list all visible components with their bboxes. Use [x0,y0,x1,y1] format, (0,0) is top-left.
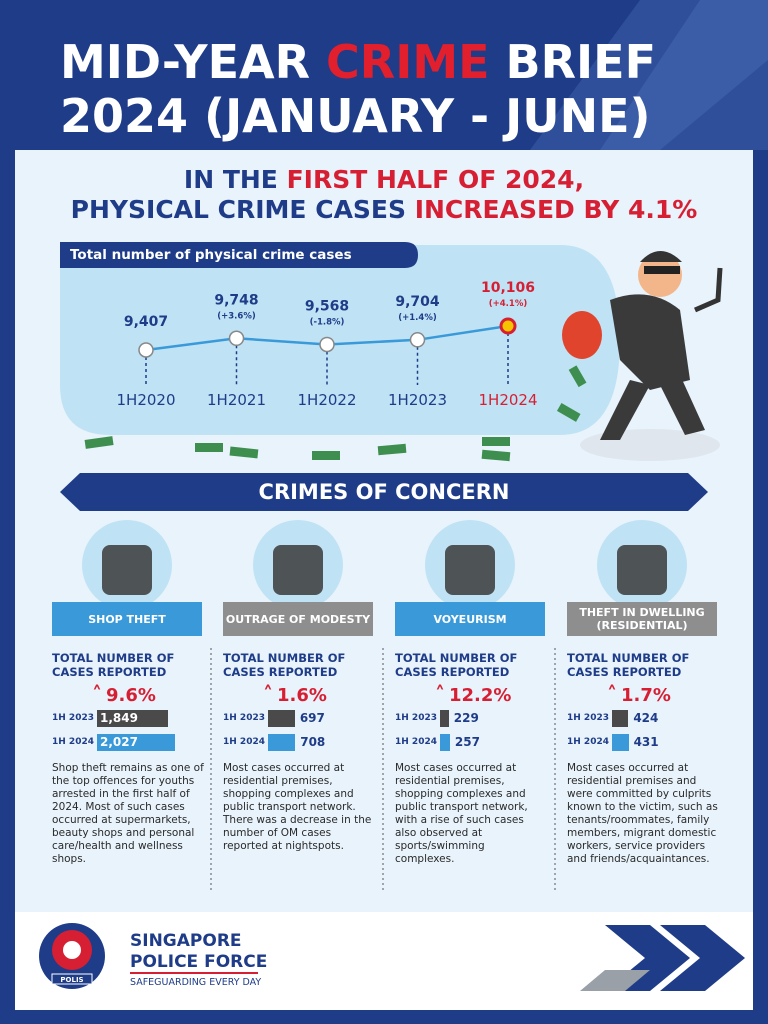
x-tick-label: 1H2020 [117,391,176,409]
increase-icon: ˄ [263,682,273,706]
change-label: (+3.6%) [217,311,256,321]
police-logo: POLIS [39,923,105,989]
crime-illustration [445,545,495,595]
thief-illustration [562,251,723,461]
title-part: MID-YEAR [60,35,326,89]
metric-label: TOTAL NUMBER OF CASES REPORTED [567,651,690,679]
bar-value: 229 [453,711,479,725]
headline-part: FIRST HALF OF 2024, [287,165,585,194]
tagline: SAFEGUARDING EVERY DAY [130,977,261,988]
section-banner [60,473,708,511]
x-tick-label: 1H2021 [207,391,266,409]
period-label: 1H 2024 [223,737,265,747]
headline-part: IN THE [184,165,287,194]
metric-label: TOTAL NUMBER OF CASES REPORTED [223,651,346,679]
data-point [499,317,517,335]
value-label: 9,407 [124,314,168,330]
crime-label: OUTRAGE OF MODESTY [223,602,373,636]
metric-label: TOTAL NUMBER OF CASES REPORTED [395,651,518,679]
bar-value: 2,027 [100,735,138,749]
bar [612,734,629,751]
bar [612,710,629,727]
crime-illustration [102,545,152,595]
chart-background [60,245,620,435]
bar [97,734,175,751]
crime-label: SHOP THEFT [52,602,202,636]
section-title: CRIMES OF CONCERN [259,480,510,504]
title-line1: MID-YEAR CRIME BRIEF [60,35,656,89]
crime-label: THEFT IN DWELLING (RESIDENTIAL) [567,602,717,636]
value-label: 9,568 [305,298,349,314]
description: Most cases occurred at residential premi… [223,762,372,852]
change: ˄ 1.6% [263,682,327,706]
bar [97,710,169,727]
chart-title: Total number of physical crime cases [70,247,352,263]
bar-value: 1,849 [100,711,138,725]
period-label: 1H 2023 [223,713,265,723]
data-point [228,330,245,347]
bar [440,710,449,727]
change: ˄ 9.6% [92,682,156,706]
period-label: 1H 2023 [52,713,94,723]
header-stripe [600,0,768,150]
headline-line1: IN THE FIRST HALF OF 2024, [184,165,584,194]
x-tick-label: 1H2023 [388,391,447,409]
crime-label: VOYEURISM [395,602,545,636]
change-value: 12.2% [449,685,512,706]
bar-value: 424 [633,711,659,725]
headline-part: INCREASED BY 4.1% [415,195,698,224]
bar [440,734,450,751]
change-value: 1.7% [621,685,671,706]
description: Most cases occurred at residential premi… [395,762,528,865]
data-point [319,336,335,353]
metric-label: TOTAL NUMBER OF CASES REPORTED [52,651,175,679]
x-tick-label: 1H2024 [479,391,538,409]
crime-illustration [617,545,667,595]
increase-icon: ˄ [607,682,617,706]
increase-icon: ˄ [92,682,102,706]
period-label: 1H 2024 [567,737,609,747]
money-decoration [84,365,587,462]
title-line2: 2024 (JANUARY - JUNE) [60,89,651,143]
value-label: 9,748 [214,292,258,308]
period-label: 1H 2023 [395,713,437,723]
change-label: (+4.1%) [489,299,528,309]
period-label: 1H 2024 [52,737,94,747]
increase-icon: ˄ [435,682,445,706]
change-label: (-1.8%) [310,317,345,327]
org-name: POLICE FORCE [130,952,267,972]
bar-value: 697 [299,711,325,725]
change-label: (+1.4%) [398,313,437,323]
bar [268,710,295,727]
title-part: BRIEF [490,35,656,89]
x-tick-label: 1H2022 [298,391,357,409]
period-label: 1H 2024 [395,737,437,747]
value-label: 9,704 [395,294,440,310]
change-value: 9.6% [106,685,156,706]
change: ˄ 12.2% [435,682,511,706]
bar [268,734,296,751]
org-name: SINGAPORE [130,931,242,951]
value-label: 10,106 [481,280,535,296]
description: Shop theft remains as one of the top off… [52,762,204,865]
data-point [138,342,154,358]
chart-title-tab [60,242,418,268]
title-part: CRIME [326,35,490,89]
headline-line2: PHYSICAL CRIME CASES INCREASED BY 4.1% [71,195,698,224]
bar-value: 708 [300,735,326,749]
badge-text: POLIS [60,976,83,984]
period-label: 1H 2023 [567,713,609,723]
data-point [409,332,426,348]
change: ˄ 1.7% [607,682,671,706]
bar-value: 431 [633,735,659,749]
description: Most cases occurred at residential premi… [567,762,718,865]
crime-illustration [273,545,323,595]
footer-chevrons [580,925,745,991]
headline-part: PHYSICAL CRIME CASES [71,195,415,224]
bar-value: 257 [454,735,480,749]
change-value: 1.6% [277,685,327,706]
